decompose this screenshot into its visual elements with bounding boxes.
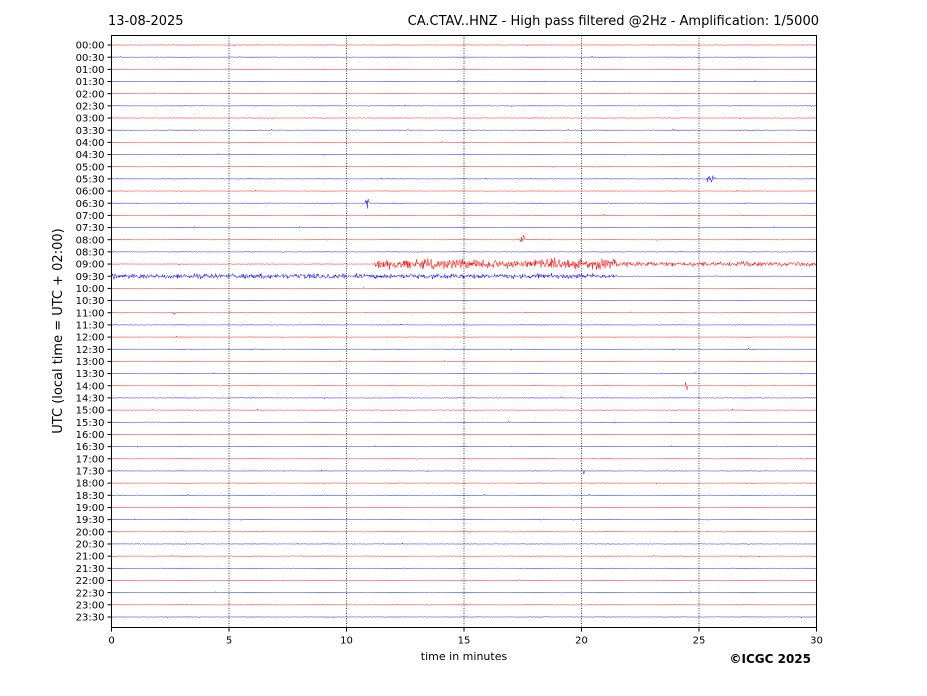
y-tick-label: 11:30 (76, 321, 105, 332)
x-axis-label: time in minutes (421, 650, 508, 663)
trace-line (111, 433, 817, 436)
trace-line (111, 408, 817, 412)
trace-line (111, 603, 817, 607)
trace-line (111, 518, 817, 521)
trace-line (111, 152, 817, 156)
y-tick-label: 01:30 (76, 77, 105, 88)
y-tick-label: 21:00 (76, 552, 105, 563)
y-tick-label: 20:00 (76, 527, 105, 538)
y-tick-label: 11:00 (76, 308, 105, 319)
y-tick-label: 14:00 (76, 381, 105, 392)
x-tick-label: 20 (575, 636, 588, 647)
y-tick-label: 17:30 (76, 467, 105, 478)
y-tick-label: 06:00 (76, 187, 105, 198)
y-tick-label: 18:30 (76, 491, 105, 502)
y-tick-label: 23:30 (76, 613, 105, 624)
trace-line (111, 225, 817, 229)
chart-title: CA.CTAV..HNZ - High pass filtered @2Hz -… (408, 14, 819, 29)
y-tick-label: 19:00 (76, 503, 105, 514)
y-tick-label: 04:00 (76, 138, 105, 149)
y-tick-label: 12:00 (76, 333, 105, 344)
y-tick-label: 09:30 (76, 272, 105, 283)
y-tick-label: 20:30 (76, 540, 105, 551)
y-tick-label: 10:00 (76, 284, 105, 295)
x-tick-label: 25 (693, 636, 706, 647)
x-tick-label: 0 (108, 636, 114, 647)
trace-line (111, 140, 817, 144)
y-axis-label: UTC (local time = UTC + 02:00) (51, 228, 66, 433)
y-tick-label: 16:30 (76, 442, 105, 453)
y-tick-label: 14:30 (76, 394, 105, 405)
copyright-text: ©ICGC 2025 (729, 652, 811, 666)
trace-line (111, 43, 817, 47)
trace-line (111, 128, 817, 132)
trace-line (111, 347, 817, 351)
vertical-gridlines (228, 35, 700, 628)
y-tick-label: 13:00 (76, 357, 105, 368)
y-tick-label: 03:30 (76, 126, 105, 137)
y-tick-label: 09:00 (76, 260, 105, 271)
trace-line (111, 530, 817, 534)
trace-line (111, 311, 817, 315)
x-tick-label: 10 (340, 636, 353, 647)
y-tick-label: 22:00 (76, 576, 105, 587)
x-tick-label: 15 (458, 636, 471, 647)
y-tick-label: 12:30 (76, 345, 105, 356)
x-axis-ticks: 0 5 10 15 20 25 30 (108, 627, 823, 647)
trace-line (111, 616, 817, 619)
y-tick-label: 07:00 (76, 211, 105, 222)
y-tick-label: 19:30 (76, 515, 105, 526)
y-tick-label: 18:00 (76, 479, 105, 490)
y-tick-label: 16:00 (76, 430, 105, 441)
trace-line (111, 420, 817, 424)
y-tick-label: 06:30 (76, 199, 105, 210)
trace-line (111, 335, 817, 339)
y-tick-label: 15:30 (76, 418, 105, 429)
trace-line (111, 234, 817, 243)
y-tick-label: 15:00 (76, 406, 105, 417)
y-tick-label: 03:00 (76, 114, 105, 125)
y-tick-label: 22:30 (76, 588, 105, 599)
trace-line (111, 493, 817, 497)
y-tick-label: 05:30 (76, 174, 105, 185)
y-tick-label: 02:00 (76, 89, 105, 100)
y-tick-label: 05:00 (76, 162, 105, 173)
y-tick-label: 00:30 (76, 53, 105, 64)
trace-line (111, 55, 817, 59)
y-tick-label: 21:30 (76, 564, 105, 575)
trace-line (111, 323, 817, 326)
plot-frame (111, 35, 817, 628)
y-tick-label: 17:00 (76, 454, 105, 465)
y-tick-label: 01:00 (76, 65, 105, 76)
y-tick-label: 00:00 (76, 41, 105, 52)
y-tick-label: 04:30 (76, 150, 105, 161)
y-tick-label: 08:30 (76, 247, 105, 258)
x-tick-label: 30 (810, 636, 823, 647)
trace-line (111, 250, 817, 254)
y-tick-label: 07:30 (76, 223, 105, 234)
y-tick-label: 13:30 (76, 369, 105, 380)
trace-line (111, 68, 817, 71)
y-tick-label: 10:30 (76, 296, 105, 307)
y-tick-label: 08:00 (76, 235, 105, 246)
trace-line (111, 590, 817, 594)
trace-line (111, 444, 817, 448)
y-tick-label: 23:00 (76, 600, 105, 611)
x-tick-label: 5 (226, 636, 232, 647)
trace-line (111, 505, 817, 509)
y-tick-label: 02:30 (76, 101, 105, 112)
chart-date: 13-08-2025 (108, 14, 184, 29)
